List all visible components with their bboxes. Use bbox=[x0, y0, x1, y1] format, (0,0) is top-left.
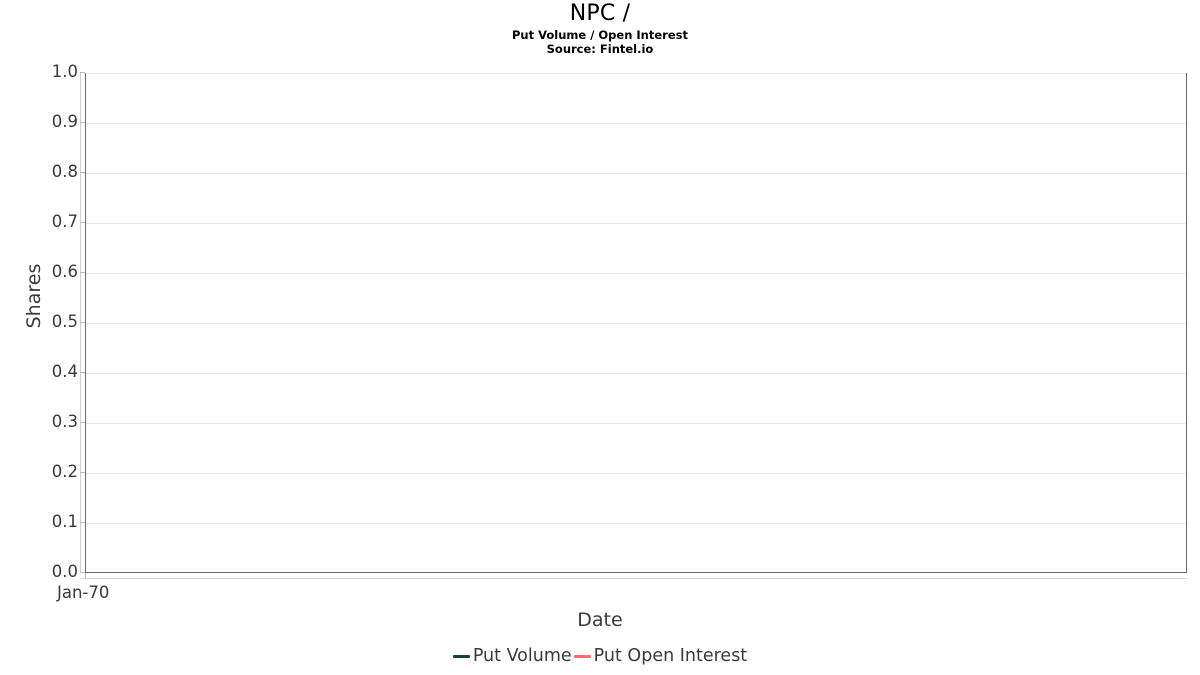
gridline bbox=[86, 123, 1186, 124]
gridline bbox=[86, 423, 1186, 424]
legend-item[interactable]: Put Volume bbox=[452, 646, 572, 666]
y-axis-title: Shares bbox=[23, 263, 45, 329]
chart-legend: Put Volume Put Open Interest bbox=[0, 646, 1200, 666]
gridline bbox=[86, 473, 1186, 474]
y-tick-mark bbox=[80, 222, 85, 223]
y-tick-label: 0.0 bbox=[51, 562, 78, 581]
y-tick-mark bbox=[80, 322, 85, 323]
y-tick-label: 0.3 bbox=[51, 412, 78, 431]
y-tick-mark bbox=[80, 172, 85, 173]
y-tick-label: 0.4 bbox=[51, 362, 78, 381]
chart-subtitle: Put Volume / Open Interest bbox=[512, 28, 688, 42]
y-tick-mark bbox=[80, 572, 85, 573]
y-tick-mark bbox=[80, 472, 85, 473]
gridline bbox=[86, 173, 1186, 174]
y-tick-mark bbox=[80, 72, 85, 73]
x-axis-line bbox=[80, 578, 1187, 579]
chart-source-label: Source: Fintel.io bbox=[546, 42, 654, 56]
x-axis-title: Date bbox=[577, 609, 623, 631]
gridline bbox=[86, 273, 1186, 274]
y-tick-label: 0.8 bbox=[51, 162, 78, 181]
y-tick-mark bbox=[80, 372, 85, 373]
page-title: NPC / bbox=[569, 1, 631, 26]
y-tick-mark bbox=[80, 422, 85, 423]
chart-title-block: NPC / Put Volume / Open Interest Source:… bbox=[0, 0, 1200, 56]
y-tick-mark bbox=[80, 522, 85, 523]
gridline bbox=[86, 523, 1186, 524]
x-tick-label: Jan-70 bbox=[57, 583, 110, 602]
legend-label: Put Volume bbox=[472, 646, 572, 666]
gridline bbox=[86, 323, 1186, 324]
y-axis-tick-labels: 1.0 0.9 0.8 0.7 0.6 0.5 0.4 0.3 0.2 0.1 0.0 bbox=[0, 0, 78, 675]
gridline bbox=[86, 223, 1186, 224]
legend-item[interactable]: Put Open Interest bbox=[573, 646, 748, 666]
y-tick-mark bbox=[80, 122, 85, 123]
gridline bbox=[86, 373, 1186, 374]
legend-label: Put Open Interest bbox=[593, 646, 748, 666]
y-tick-label: 0.9 bbox=[51, 112, 78, 131]
y-tick-label: 0.2 bbox=[51, 462, 78, 481]
y-tick-label: 0.7 bbox=[51, 212, 78, 231]
y-tick-label: 0.5 bbox=[51, 312, 78, 331]
y-tick-mark bbox=[80, 272, 85, 273]
x-axis-tick-labels: Jan-70 bbox=[0, 583, 1200, 607]
legend-line-icon bbox=[452, 654, 470, 658]
x-tick-mark bbox=[85, 573, 86, 578]
y-tick-label: 1.0 bbox=[51, 62, 78, 81]
y-tick-label: 0.1 bbox=[51, 512, 78, 531]
y-tick-label: 0.6 bbox=[51, 262, 78, 281]
gridline bbox=[86, 73, 1186, 74]
legend-line-icon bbox=[573, 654, 591, 658]
y-axis-line bbox=[80, 73, 81, 573]
plot-area bbox=[85, 73, 1187, 573]
